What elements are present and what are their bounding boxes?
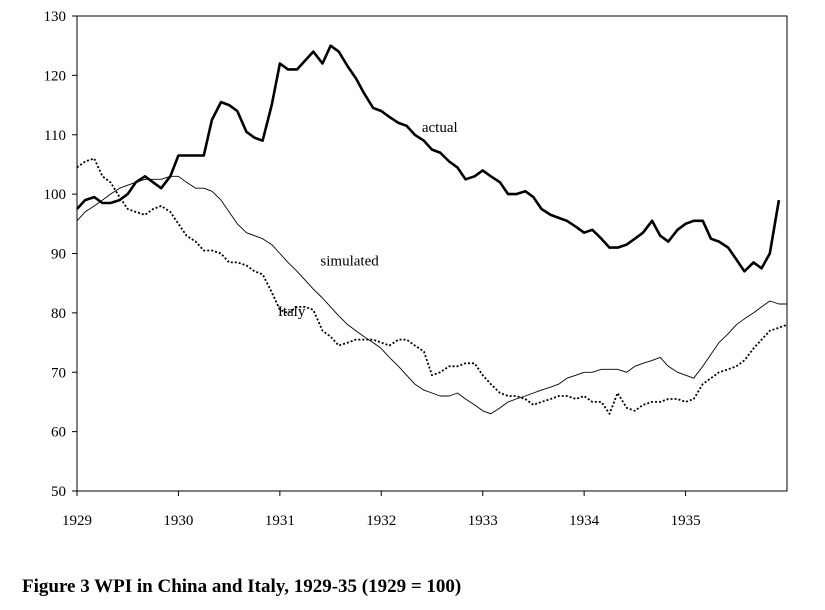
chart-axes bbox=[76, 15, 788, 492]
y-tick-label: 60 bbox=[51, 425, 66, 441]
x-tick-label: 1933 bbox=[468, 513, 498, 529]
series-layer bbox=[76, 44, 788, 415]
series-label-simulated: simulated bbox=[320, 253, 379, 269]
x-tick-label: 1931 bbox=[265, 513, 295, 529]
y-tick-label: 100 bbox=[44, 187, 67, 203]
x-tick-label: 1935 bbox=[671, 513, 701, 529]
x-tick-label: 1932 bbox=[366, 513, 396, 529]
y-tick-label: 50 bbox=[51, 484, 66, 500]
x-tick-label: 1934 bbox=[569, 513, 600, 529]
annotation-layer: actual simulated Italy bbox=[278, 120, 458, 320]
x-tick-label: 1929 bbox=[62, 513, 92, 529]
series-actual-line bbox=[76, 44, 781, 273]
y-tick-label: 120 bbox=[44, 68, 67, 84]
series-simulated-line bbox=[76, 175, 787, 415]
x-axis-ticks: 1929 1930 1931 1932 1933 1934 1935 bbox=[62, 491, 701, 529]
y-tick-label: 80 bbox=[51, 306, 66, 322]
y-tick-label: 110 bbox=[44, 128, 66, 144]
y-tick-label: 130 bbox=[44, 9, 67, 25]
figure-caption: Figure 3 WPI in China and Italy, 1929-35… bbox=[22, 576, 462, 597]
series-label-actual: actual bbox=[422, 120, 458, 136]
x-tick-label: 1930 bbox=[163, 513, 193, 529]
series-italy-line bbox=[76, 157, 788, 415]
y-axis-ticks: 50 60 70 80 90 100 110 120 130 bbox=[44, 9, 77, 500]
plot-frame bbox=[76, 15, 788, 492]
series-label-italy: Italy bbox=[278, 304, 306, 320]
y-tick-label: 70 bbox=[51, 365, 66, 381]
y-tick-label: 90 bbox=[51, 247, 66, 263]
